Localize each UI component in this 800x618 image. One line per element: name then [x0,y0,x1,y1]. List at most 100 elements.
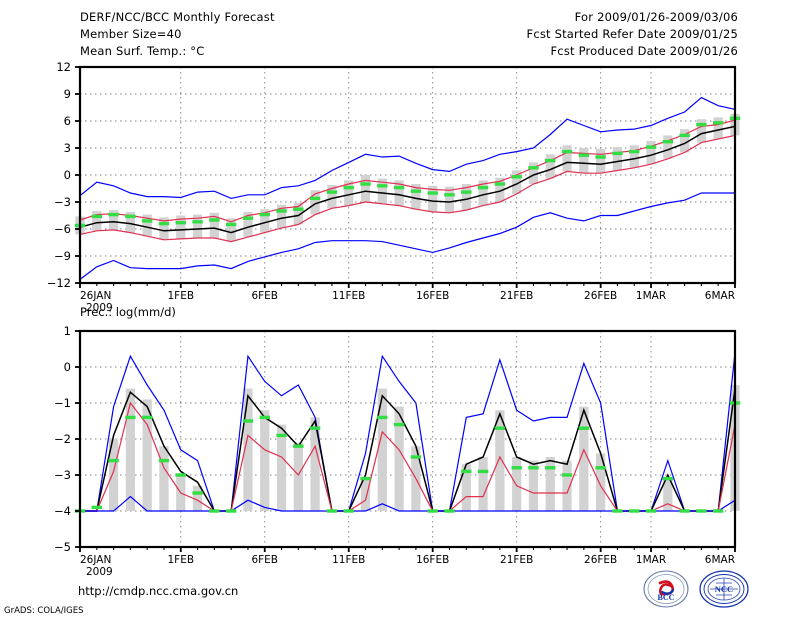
y-tick-label: −3 [54,468,71,482]
spread-box [428,185,438,212]
spread-box [344,180,354,206]
x-tick-label: 11FEB [332,290,365,302]
spread-box [562,145,572,172]
spread-box [159,446,169,511]
header-variable: Mean Surf. Temp.: °C [80,44,205,58]
y-tick-label: 3 [64,141,71,155]
x-tick-label: 16FEB [416,554,449,566]
spread-box [293,202,303,225]
logo-row: BCC NCC [640,570,760,610]
x-axis-year-label: 2009 [86,566,113,578]
spread-box [192,485,203,511]
panel-2: −5 −4 −3 −2 −1 0 1 26JAN 1FEB 6FEB 11FEB 16FEB 21FEB… [54,324,741,578]
spread-box [125,211,136,233]
spread-box [713,117,723,139]
x-tick-label: 1MAR [636,290,666,302]
spread-box [209,212,219,238]
footer-url[interactable]: http://cmdp.ncc.cma.gov.cn [78,584,239,598]
x-tick-label: 26FEB [584,290,617,302]
spread-box [276,204,287,229]
spread-box [461,184,471,211]
y-tick-label: 1 [64,324,71,338]
spread-box [142,399,152,511]
spread-box [360,478,371,511]
spread-box [629,145,639,168]
spread-box [260,209,270,233]
plot-frame [78,329,737,549]
spread-box [243,211,253,238]
panel-1: −12 −9 −6 −3 0 3 6 9 12 26JAN 1FEB 6FEB 11FEB 16FEB 21… [47,60,741,314]
ncc-logo: NCC [699,570,749,608]
spread-box [528,162,539,184]
spread-box [377,178,387,204]
spread-box [108,439,119,511]
y-tick-label: 0 [64,360,71,374]
spread-box [478,457,488,511]
spread-box [125,388,136,511]
plot-frame [78,65,737,285]
spread-box [108,210,119,230]
spread-box [444,186,455,213]
x-tick-label: 1FEB [167,290,194,302]
header-title: DERF/NCC/BCC Monthly Forecast [80,10,275,24]
y-tick-label: 6 [64,114,71,128]
x-tick-label: 1FEB [167,554,194,566]
spread-box [579,406,589,511]
x-tick-label: 21FEB [500,554,533,566]
y-tick-label: −12 [47,276,71,290]
y-tick-label: 9 [64,87,71,101]
panel2-variable-label: Prec.: log(mm/d) [80,305,176,319]
spread-box [327,184,337,209]
spread-box [663,478,673,511]
x-tick-label: 6FEB [251,290,278,302]
spread-box [478,180,488,206]
x-tick-label: 6MAR [705,290,735,302]
bcc-logo: BCC [643,570,689,608]
spread-box [562,460,572,511]
spread-box [679,129,690,153]
x-tick-label: 26JAN [80,290,111,302]
spread-box [528,460,539,511]
spread-box [276,424,287,511]
series-median [79,125,736,234]
y-tick-label: −1 [54,396,71,410]
spread-box [545,154,555,179]
header-produced-date: Fcst Produced Date 2009/01/26 [550,44,738,58]
spread-box [159,217,169,240]
y-tick-label: −6 [54,222,71,236]
y-tick-label: −3 [54,195,71,209]
spread-box [360,175,371,202]
spread-box [512,457,522,511]
x-tick-label: 26FEB [584,554,617,566]
header-member-size: Member Size=40 [80,27,182,41]
spread-box [377,388,387,511]
y-tick-label: −2 [54,432,71,446]
x-tick-label: 26JAN [80,554,111,566]
spread-box [545,457,555,511]
spread-box [310,190,320,215]
spread-box [310,417,320,511]
spread-box [226,218,236,242]
spread-box [176,215,186,239]
header-forecast-range: For 2009/01/26-2009/03/06 [574,10,738,24]
series-lower_quartile [79,134,736,243]
spread-box [293,442,303,511]
spread-box [192,214,203,238]
spread-box [495,177,505,202]
spread-box [260,410,270,511]
x-tick-label: 16FEB [416,290,449,302]
spread-box [663,135,673,159]
spread-box [612,147,623,171]
spread-box [646,140,656,165]
y-tick-label: −4 [54,504,71,518]
svg-text:NCC: NCC [715,584,733,594]
svg-text:BCC: BCC [658,593,675,602]
x-tick-label: 21FEB [500,290,533,302]
x-tick-label: 6FEB [251,554,278,566]
spread-box [461,464,471,511]
y-tick-label: 0 [64,168,71,182]
x-tick-label: 6MAR [705,554,735,566]
series-max [79,96,736,200]
series-upper_quartile [79,119,736,223]
